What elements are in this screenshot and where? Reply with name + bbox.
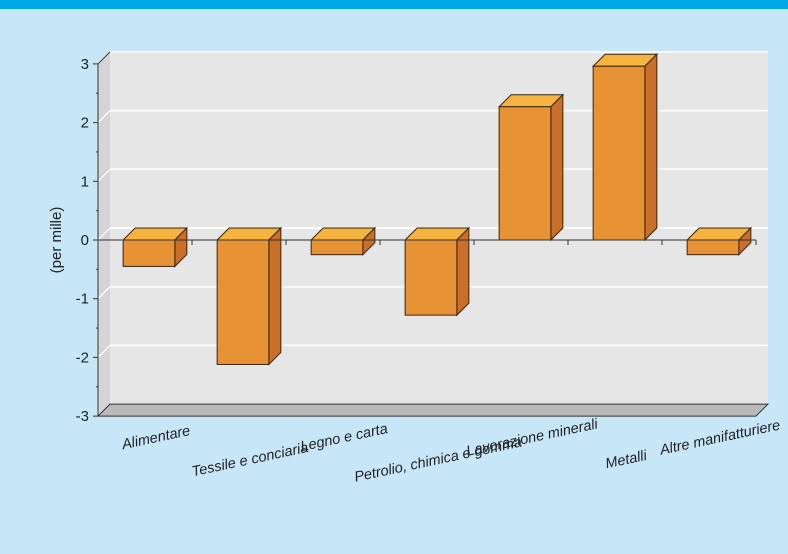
plot-floor	[96, 403, 770, 417]
y-axis: 3 2 1 0 -1 -2 -3	[76, 51, 757, 425]
bar-side	[644, 53, 658, 242]
y-tick-label: 2	[81, 115, 89, 132]
bar-side	[550, 93, 564, 242]
bar-side	[456, 226, 470, 317]
gridline-side	[97, 168, 111, 182]
y-tick-label: 1	[81, 173, 89, 190]
bar	[121, 226, 189, 268]
bar	[685, 226, 753, 256]
x-category-label: Tessile e conciaria	[190, 440, 309, 480]
y-tick-label: -1	[76, 291, 89, 308]
bar	[497, 93, 565, 242]
x-category-label: Alimentare	[120, 423, 192, 453]
gridline-side	[97, 344, 111, 358]
x-category-label: Legno e carta	[299, 421, 389, 455]
bar	[403, 226, 471, 317]
y-axis-label: (per mille)	[48, 207, 65, 274]
bar-front	[404, 239, 458, 316]
x-category-label: Metalli	[604, 448, 649, 473]
bar-front	[122, 239, 176, 267]
bar-front	[310, 239, 364, 256]
chart-bars	[121, 53, 753, 366]
y-tick-label: 3	[81, 56, 89, 73]
gridline-side	[97, 110, 111, 124]
y-tick-label: -3	[76, 408, 89, 425]
bar	[309, 226, 377, 256]
bar-front	[216, 239, 270, 365]
y-tick-label: 0	[81, 232, 89, 249]
bar-front	[592, 65, 646, 241]
x-category-label: Lavorazione minerali	[465, 416, 600, 460]
bar	[591, 53, 659, 242]
y-tick-label: -2	[76, 349, 89, 366]
y-axis-line	[97, 51, 111, 417]
bar-front	[686, 239, 740, 256]
gridline-side	[97, 286, 111, 300]
bar-side	[268, 226, 282, 366]
x-category-label: Altre manifatturiere	[658, 418, 782, 459]
bar	[215, 226, 283, 366]
bar-front	[498, 106, 552, 241]
top-accent-bar	[0, 0, 788, 9]
gridline-side	[97, 227, 111, 241]
